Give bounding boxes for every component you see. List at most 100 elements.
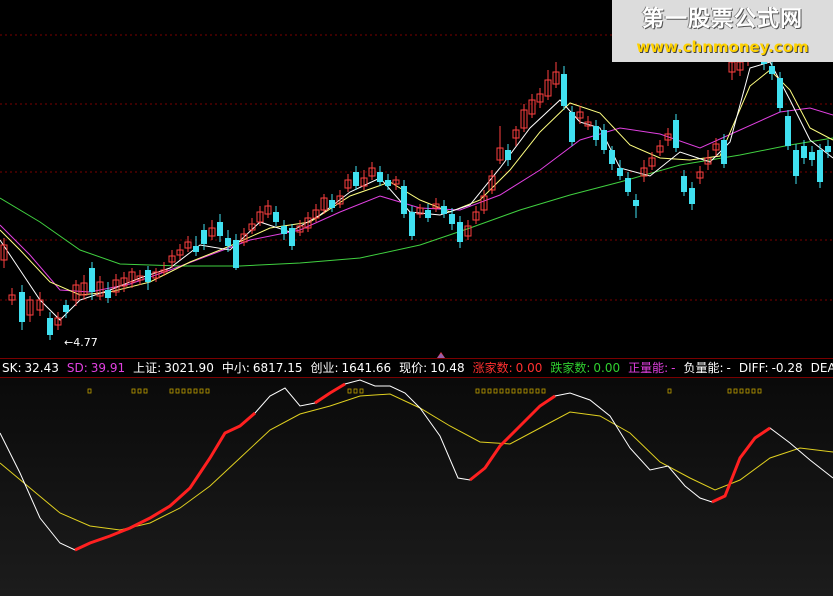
site-watermark: 第一股票公式网 www.chnmoney.com xyxy=(612,0,833,62)
status-item-label: 正量能: xyxy=(628,361,669,375)
status-item-value: - xyxy=(671,361,676,375)
status-item-label: 创业: xyxy=(310,361,339,375)
signal-marker xyxy=(175,388,180,394)
ma-line-green xyxy=(0,137,833,267)
signal-marker xyxy=(517,388,522,394)
status-item-value: 3021.90 xyxy=(164,361,214,375)
status-item: 现价: 10.48 xyxy=(399,359,464,377)
candle-body xyxy=(289,228,295,246)
signal-marker xyxy=(169,388,174,394)
candle-body xyxy=(472,211,480,221)
candle-body xyxy=(640,167,648,177)
candle-body xyxy=(569,112,575,142)
status-item: 创业: 1641.66 xyxy=(311,359,392,377)
status-item: 中小: 6817.15 xyxy=(222,359,303,377)
candle-body xyxy=(617,168,623,176)
status-item-label: 跌家数: xyxy=(550,361,591,375)
price-chart[interactable] xyxy=(0,0,833,358)
signal-marker xyxy=(493,388,498,394)
signal-marker xyxy=(535,388,540,394)
candle-body xyxy=(681,176,687,192)
candle-body xyxy=(217,222,223,236)
signal-marker xyxy=(667,388,672,394)
candle-body xyxy=(168,255,176,263)
candle-body xyxy=(648,157,656,167)
candle-body xyxy=(296,225,304,233)
candle-body xyxy=(160,269,168,273)
candle-body xyxy=(584,121,592,127)
candle-body xyxy=(360,177,368,187)
status-item-value: 32.43 xyxy=(24,361,59,375)
candle-body xyxy=(712,143,720,151)
price-min-label: ←4.77 xyxy=(64,336,98,349)
oscillator-hot-segment xyxy=(711,426,771,504)
status-item-value: 39.91 xyxy=(90,361,126,375)
candle-body xyxy=(336,195,344,205)
candle-body xyxy=(392,179,400,185)
status-item-value: -0.28 xyxy=(771,361,803,375)
candle-body xyxy=(561,74,567,106)
candle-body xyxy=(544,79,552,97)
signal-marker xyxy=(199,388,204,394)
watermark-title: 第一股票公式网 xyxy=(641,7,803,32)
oscillator-d-line xyxy=(0,393,833,531)
oscillator-panel[interactable] xyxy=(0,378,833,596)
status-item-label: 涨家数: xyxy=(472,361,513,375)
candle-body xyxy=(793,150,799,176)
candle-body xyxy=(625,178,631,192)
candle-body xyxy=(193,246,199,252)
candle-body xyxy=(19,292,25,322)
candle-body xyxy=(593,126,599,140)
status-item-value: 0.00 xyxy=(515,361,543,375)
status-item: 跌家数: 0.00 xyxy=(550,359,620,377)
candle-body xyxy=(136,275,144,281)
candle-body xyxy=(329,200,335,208)
candle-body xyxy=(281,226,287,234)
status-item: DIFF: -0.28 xyxy=(739,359,803,377)
status-item: 上证: 3021.90 xyxy=(133,359,214,377)
candle-body xyxy=(353,172,359,186)
candle-body xyxy=(520,109,528,129)
candle-body xyxy=(728,61,736,73)
candle-body xyxy=(449,214,455,224)
oscillator-hot-segment xyxy=(74,411,256,552)
signal-marker xyxy=(523,388,528,394)
status-item-label: 上证: xyxy=(133,361,162,375)
signal-marker xyxy=(181,388,186,394)
candle-body xyxy=(656,145,664,153)
candle-body xyxy=(432,203,440,209)
signal-marker xyxy=(143,388,148,394)
candle-body xyxy=(26,299,34,316)
status-item: 正量能: - xyxy=(628,359,675,377)
candle-body xyxy=(145,270,151,282)
signal-marker xyxy=(739,388,744,394)
status-item: 涨家数: 0.00 xyxy=(473,359,543,377)
candle-body xyxy=(344,179,352,189)
status-item-label: 现价: xyxy=(399,361,428,375)
candle-body xyxy=(505,150,511,160)
status-item-label: 负量能: xyxy=(683,361,724,375)
candle-body xyxy=(457,222,463,242)
candle-body xyxy=(785,116,791,146)
candle-body xyxy=(704,157,712,165)
cursor-arrow-shadow-icon xyxy=(437,353,445,358)
candle-body xyxy=(256,211,264,223)
candle-body xyxy=(8,294,16,301)
candle-body xyxy=(184,241,192,249)
status-item: SD: 39.91 xyxy=(67,359,125,377)
signal-marker xyxy=(733,388,738,394)
signal-marker xyxy=(757,388,762,394)
candle-body xyxy=(368,167,376,177)
candle-body xyxy=(496,147,504,161)
status-item-value: 1641.66 xyxy=(341,361,392,375)
status-item-label: 中小: xyxy=(221,361,250,375)
signal-marker xyxy=(187,388,192,394)
candle-body xyxy=(264,205,272,215)
candle-body xyxy=(633,200,639,206)
candle-body xyxy=(609,150,615,164)
candle-body xyxy=(536,93,544,103)
signal-marker xyxy=(505,388,510,394)
candle-body xyxy=(96,281,104,297)
signal-marker xyxy=(359,388,364,394)
signal-marker xyxy=(541,388,546,394)
